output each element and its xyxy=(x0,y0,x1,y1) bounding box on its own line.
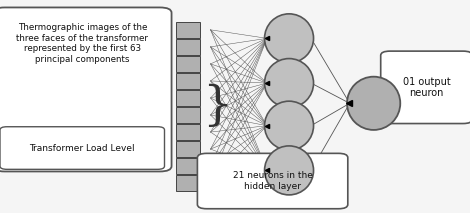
Ellipse shape xyxy=(347,77,400,130)
FancyBboxPatch shape xyxy=(0,7,172,171)
FancyBboxPatch shape xyxy=(381,51,470,124)
Bar xyxy=(176,56,200,72)
Bar xyxy=(176,39,200,55)
Ellipse shape xyxy=(265,101,313,150)
Bar xyxy=(176,124,200,140)
FancyBboxPatch shape xyxy=(0,127,164,169)
Bar xyxy=(176,158,200,174)
Ellipse shape xyxy=(265,146,313,195)
Bar xyxy=(176,107,200,123)
Bar xyxy=(176,73,200,89)
Ellipse shape xyxy=(265,14,313,63)
Text: Transformer Load Level: Transformer Load Level xyxy=(30,144,135,153)
FancyBboxPatch shape xyxy=(197,153,348,209)
Text: 21 neurons in the
hidden layer: 21 neurons in the hidden layer xyxy=(233,171,313,191)
Ellipse shape xyxy=(265,59,313,108)
Bar xyxy=(176,141,200,157)
Text: Thermographic images of the
three faces of the transformer
represented by the fi: Thermographic images of the three faces … xyxy=(16,23,148,64)
Bar xyxy=(176,175,200,191)
Text: 01 output
neuron: 01 output neuron xyxy=(403,76,450,98)
Bar xyxy=(176,22,200,38)
Text: }: } xyxy=(202,84,232,129)
Bar xyxy=(176,90,200,106)
